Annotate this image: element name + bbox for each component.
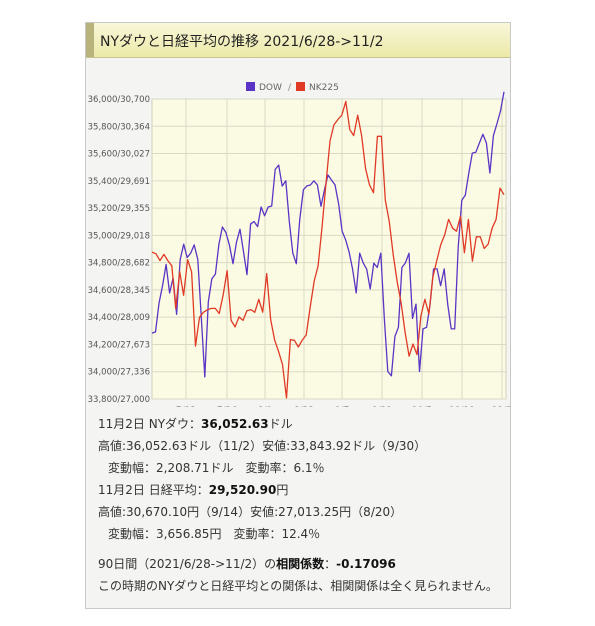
correlation: 90日間（2021/6/28->11/2）の相関係数：-0.17096 xyxy=(98,555,396,572)
corr-sep: ： xyxy=(324,557,337,571)
y-tick-label: 34,200/27,673 xyxy=(88,340,150,350)
chart-card: NYダウと日経平均の推移 2021/6/28->11/2 33,800/27,0… xyxy=(85,22,512,609)
corr-term: 相関係数 xyxy=(276,557,325,571)
nk-value: 29,520.90 xyxy=(208,483,277,497)
y-tick-label: 35,200/29,355 xyxy=(88,204,150,214)
x-tick-label: 10/5 xyxy=(412,406,432,407)
x-tick-label: 9/7 xyxy=(335,406,349,407)
nk-summary: 11月2日 日経平均：29,520.90円 xyxy=(98,481,288,498)
y-tick-label: 34,000/27,336 xyxy=(88,368,150,378)
x-tick-label: 7/26 xyxy=(217,406,237,407)
legend-nk225-label: NK225 xyxy=(309,83,339,93)
nk-range: 高値:30,670.10円（9/14）安値:27,013.25円（8/20） xyxy=(98,505,403,519)
corr-value: -0.17096 xyxy=(336,557,396,571)
x-tick-label: 9/21 xyxy=(372,406,392,407)
plot-area xyxy=(151,98,507,400)
line-chart: 33,800/27,000 34,000/27,336 34,200/27,673 3… xyxy=(88,82,512,407)
y-tick-label: 33,800/27,000 xyxy=(88,395,150,405)
x-tick-label: 8/9 xyxy=(258,406,273,407)
nk-unit: 円 xyxy=(276,483,289,497)
correlation-comment: この時期のNYダウと日経平均との関係は、相関関係は全く見られません。 xyxy=(98,579,498,593)
legend-dow-swatch xyxy=(246,82,255,91)
y-tick-label: 35,000/29,018 xyxy=(88,231,150,241)
x-tick-label: 7/12 xyxy=(176,406,196,407)
series xyxy=(151,91,505,399)
y-tick-label: 35,400/29,691 xyxy=(88,177,150,187)
y-tick-label: 36,000/30,700 xyxy=(88,95,150,105)
dow-summary: 11月2日 NYダウ：36,052.63ドル xyxy=(98,415,293,432)
dow-unit: ドル xyxy=(268,417,293,431)
dow-date-label: 11月2日 NYダウ： xyxy=(98,417,202,431)
y-tick-label: 35,600/30,027 xyxy=(88,150,150,160)
legend: DOW / NK225 xyxy=(246,82,339,93)
y-tick-label: 35,800/30,364 xyxy=(88,122,150,132)
dow-change: 変動幅：2,208.71ドル 変動率：6.1％ xyxy=(108,461,325,475)
legend-separator: / xyxy=(288,83,292,93)
title-bar: NYダウと日経平均の推移 2021/6/28->11/2 xyxy=(86,23,510,58)
chart-title: NYダウと日経平均の推移 2021/6/28->11/2 xyxy=(100,34,384,50)
x-tick-label: 11/2 xyxy=(492,406,512,407)
grid xyxy=(152,98,506,400)
x-tick-label: 10/19 xyxy=(449,406,475,407)
y-axis-ticks: 33,800/27,000 34,000/27,336 34,200/27,673 3… xyxy=(88,95,150,405)
title-accent xyxy=(86,23,94,57)
legend-dow-label: DOW xyxy=(259,83,282,93)
y-tick-label: 34,400/28,009 xyxy=(88,313,150,323)
nk-date-label: 11月2日 日経平均： xyxy=(98,483,209,497)
y-tick-label: 34,600/28,345 xyxy=(88,286,150,296)
dow-value: 36,052.63 xyxy=(201,417,269,431)
nk-change: 変動幅：3,656.85円 変動率：12.4％ xyxy=(108,527,321,541)
corr-label: 90日間（2021/6/28->11/2）の xyxy=(98,557,277,571)
dow-range: 高値:36,052.63ドル（11/2）安値:33,843.92ドル（9/30） xyxy=(98,439,427,453)
legend-nk225-swatch xyxy=(296,82,305,91)
series-line-nk225 xyxy=(151,100,505,399)
x-axis-ticks: 7/12 7/26 8/9 8/23 9/7 9/21 10/5 10/19 11/2 xyxy=(176,406,512,407)
y-tick-label: 34,800/28,682 xyxy=(88,259,150,269)
x-tick-label: 8/23 xyxy=(294,406,314,407)
series-line-dow xyxy=(151,91,505,378)
